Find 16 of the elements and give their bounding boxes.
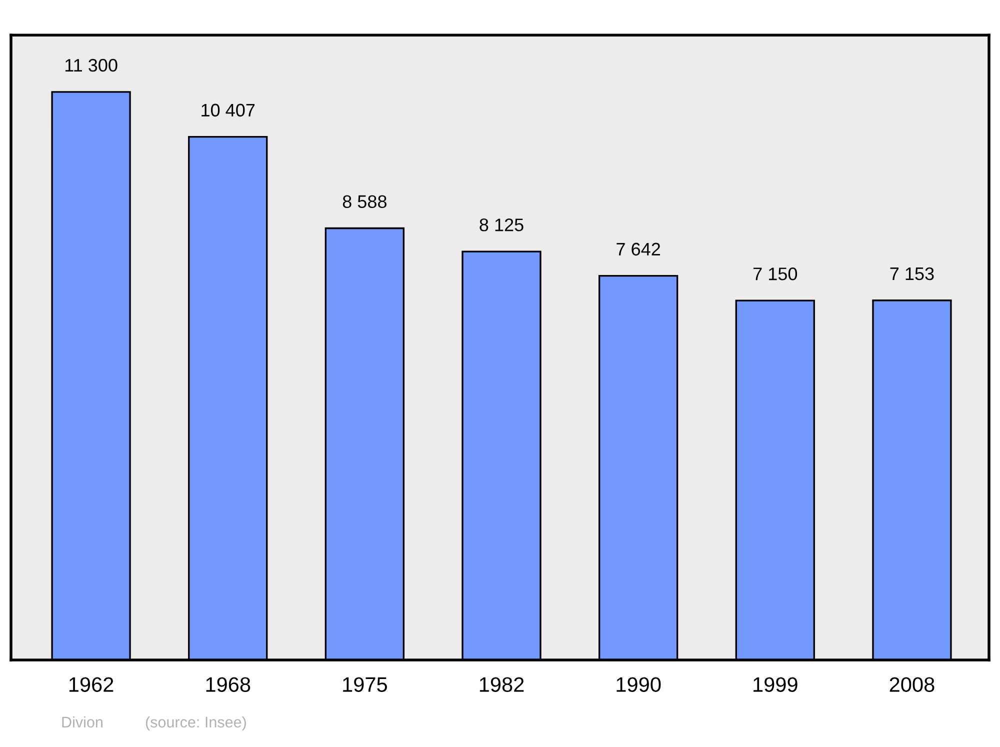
x-tick-label: 1982 xyxy=(480,677,524,692)
data-label: 7 642 xyxy=(616,242,660,256)
data-label: 11 300 xyxy=(65,58,118,72)
data-label: 7 153 xyxy=(890,267,934,280)
x-tick-label: 2008 xyxy=(890,677,934,692)
data-label: 8 125 xyxy=(480,218,524,232)
data-label: 10 407 xyxy=(202,104,255,117)
data-label: 7 150 xyxy=(753,268,798,280)
text: Divion xyxy=(62,716,102,728)
x-tick-label: 1968 xyxy=(206,677,250,692)
x-tick-label: 1999 xyxy=(754,677,798,692)
text: (source: Insee) xyxy=(146,716,246,731)
x-tick-label: 1962 xyxy=(69,677,114,692)
x-tick-label: 1975 xyxy=(343,677,387,692)
data-label: 8 588 xyxy=(342,195,386,208)
x-tick-label: 1990 xyxy=(616,677,661,692)
